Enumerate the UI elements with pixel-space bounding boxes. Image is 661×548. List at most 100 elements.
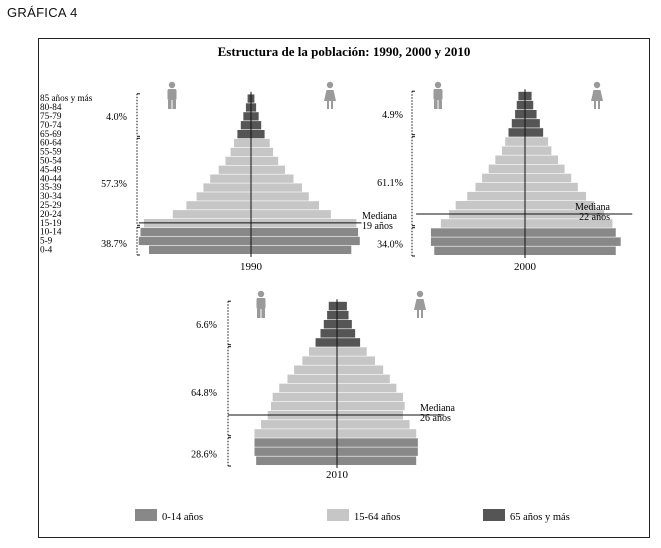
bar-1990-male-20-24	[172, 210, 251, 219]
age-label-20-24: 20-24	[40, 209, 62, 219]
bar-1990-male-35-39	[203, 183, 251, 192]
age-label-50-54: 50-54	[40, 156, 62, 166]
bar-1990-female-65-69	[251, 130, 265, 139]
bar-2000-female-25-29	[525, 201, 595, 210]
legend-label-old: 65 años y más	[510, 512, 570, 523]
age-label-10-14: 10-14	[40, 227, 62, 237]
bar-2010-male-40-44	[279, 383, 337, 393]
bar-1990-male-75-79	[243, 112, 251, 121]
bar-2000-male-10-14	[430, 228, 525, 237]
bar-2010-male-80-84	[327, 310, 337, 320]
bar-1990-female-50-54	[251, 156, 279, 165]
male-icon	[433, 81, 443, 109]
bar-2010-female-45-49	[337, 374, 390, 384]
median-label-2000: Mediana	[575, 202, 611, 213]
bar-2010-male-35-39	[272, 392, 337, 402]
bar-2010-male-60-64	[308, 347, 337, 356]
male-icon	[167, 81, 177, 109]
age-label-5-9: 5-9	[40, 236, 53, 246]
pct-young-2010: 28.6%	[191, 450, 217, 461]
pct-old-2000: 4.9%	[382, 110, 403, 121]
bar-2010-female-10-14	[337, 438, 418, 447]
bar-2010-female-35-39	[337, 392, 403, 402]
bar-2000-female-5-9	[525, 237, 621, 246]
bar-2010-female-75-79	[337, 320, 352, 329]
bar-2000-male-15-19	[440, 219, 525, 228]
bar-1990-female-40-44	[251, 174, 294, 183]
bar-1990-female-70-74	[251, 121, 262, 130]
bar-2010-female-50-54	[337, 365, 384, 374]
legend-label-adult: 15-64 años	[354, 512, 400, 523]
bar-2010-male-10-14	[254, 438, 337, 447]
chart-frame	[38, 38, 650, 538]
figure-label: GRÁFICA 4	[7, 5, 78, 20]
bar-2000-female-75-79	[525, 110, 537, 119]
bar-1990-male-25-29	[186, 201, 251, 210]
bar-1990-male-65-69	[237, 130, 251, 139]
age-label-15-19: 15-19	[40, 218, 62, 228]
bar-1990-male-55-59	[230, 147, 251, 157]
bar-2010-female-0-4	[337, 456, 417, 465]
bar-2010-female-65-69	[337, 338, 361, 347]
bar-2000-male-40-44	[482, 173, 525, 183]
age-label-60-64: 60-64	[40, 138, 62, 148]
bar-2000-male-65-69	[508, 128, 525, 137]
age-label-85 años y más: 85 años y más	[40, 93, 93, 103]
age-label-40-44: 40-44	[40, 173, 62, 183]
bar-2000-female-60-64	[525, 137, 549, 146]
bar-2000-male-75-79	[515, 110, 525, 119]
bar-2010-male-0-4	[256, 456, 337, 465]
bar-2010-male-30-34	[271, 401, 337, 411]
median-label-2010: Mediana	[420, 403, 456, 414]
age-label-45-49: 45-49	[40, 164, 62, 174]
bar-2010-male-85 años y más	[328, 301, 337, 311]
bar-2010-male-50-54	[294, 365, 337, 374]
bar-2010-female-20-24	[337, 420, 410, 429]
pct-old-2010: 6.6%	[196, 320, 217, 331]
bar-2000-male-55-59	[501, 146, 525, 155]
bar-2000-male-35-39	[475, 182, 525, 192]
bar-2010-male-15-19	[254, 429, 337, 438]
bar-1990-male-50-54	[225, 156, 251, 165]
age-label-65-69: 65-69	[40, 129, 62, 139]
bar-2000-female-70-74	[525, 119, 540, 128]
bar-2000-female-65-69	[525, 128, 544, 137]
bar-2010-female-85 años y más	[337, 301, 347, 311]
female-icon	[324, 81, 336, 109]
bar-2010-female-15-19	[337, 429, 417, 438]
bar-2000-female-30-34	[525, 191, 587, 201]
median-value-2000: 22 años	[579, 212, 610, 223]
bar-2000-female-55-59	[525, 146, 552, 155]
bar-2000-male-30-34	[467, 191, 525, 201]
age-label-35-39: 35-39	[40, 182, 62, 192]
bar-2000-female-10-14	[525, 228, 616, 237]
bar-1990-male-5-9	[138, 236, 251, 246]
bar-1990-male-10-14	[140, 227, 251, 237]
bar-2000-female-45-49	[525, 164, 565, 174]
legend-swatch-adult	[327, 509, 349, 521]
bar-1990-male-80-84	[245, 103, 251, 112]
bar-2010-male-55-59	[302, 356, 337, 365]
bar-2000-male-45-49	[488, 164, 525, 174]
bar-1990-female-45-49	[251, 165, 285, 174]
legend-swatch-old	[483, 509, 505, 521]
bar-2010-female-30-34	[337, 401, 405, 411]
bar-2000-male-80-84	[516, 100, 525, 110]
median-value-2010: 26 años	[420, 413, 451, 424]
age-label-70-74: 70-74	[40, 120, 62, 130]
bar-1990-female-80-84	[251, 103, 257, 112]
age-label-80-84: 80-84	[40, 102, 62, 112]
bar-2000-male-0-4	[434, 246, 525, 255]
bar-2010-female-60-64	[337, 347, 367, 356]
pct-old-1990: 4.0%	[106, 112, 127, 123]
bar-1990-male-40-44	[210, 174, 251, 183]
bar-1990-male-0-4	[149, 245, 251, 254]
bar-1990-female-60-64	[251, 138, 270, 148]
bar-1990-female-30-34	[251, 192, 309, 201]
bar-2000-male-5-9	[430, 237, 525, 246]
female-icon	[591, 81, 603, 109]
pct-adult-2000: 61.1%	[377, 178, 403, 189]
bar-2010-male-5-9	[254, 447, 337, 456]
bar-1990-female-0-4	[251, 245, 352, 254]
